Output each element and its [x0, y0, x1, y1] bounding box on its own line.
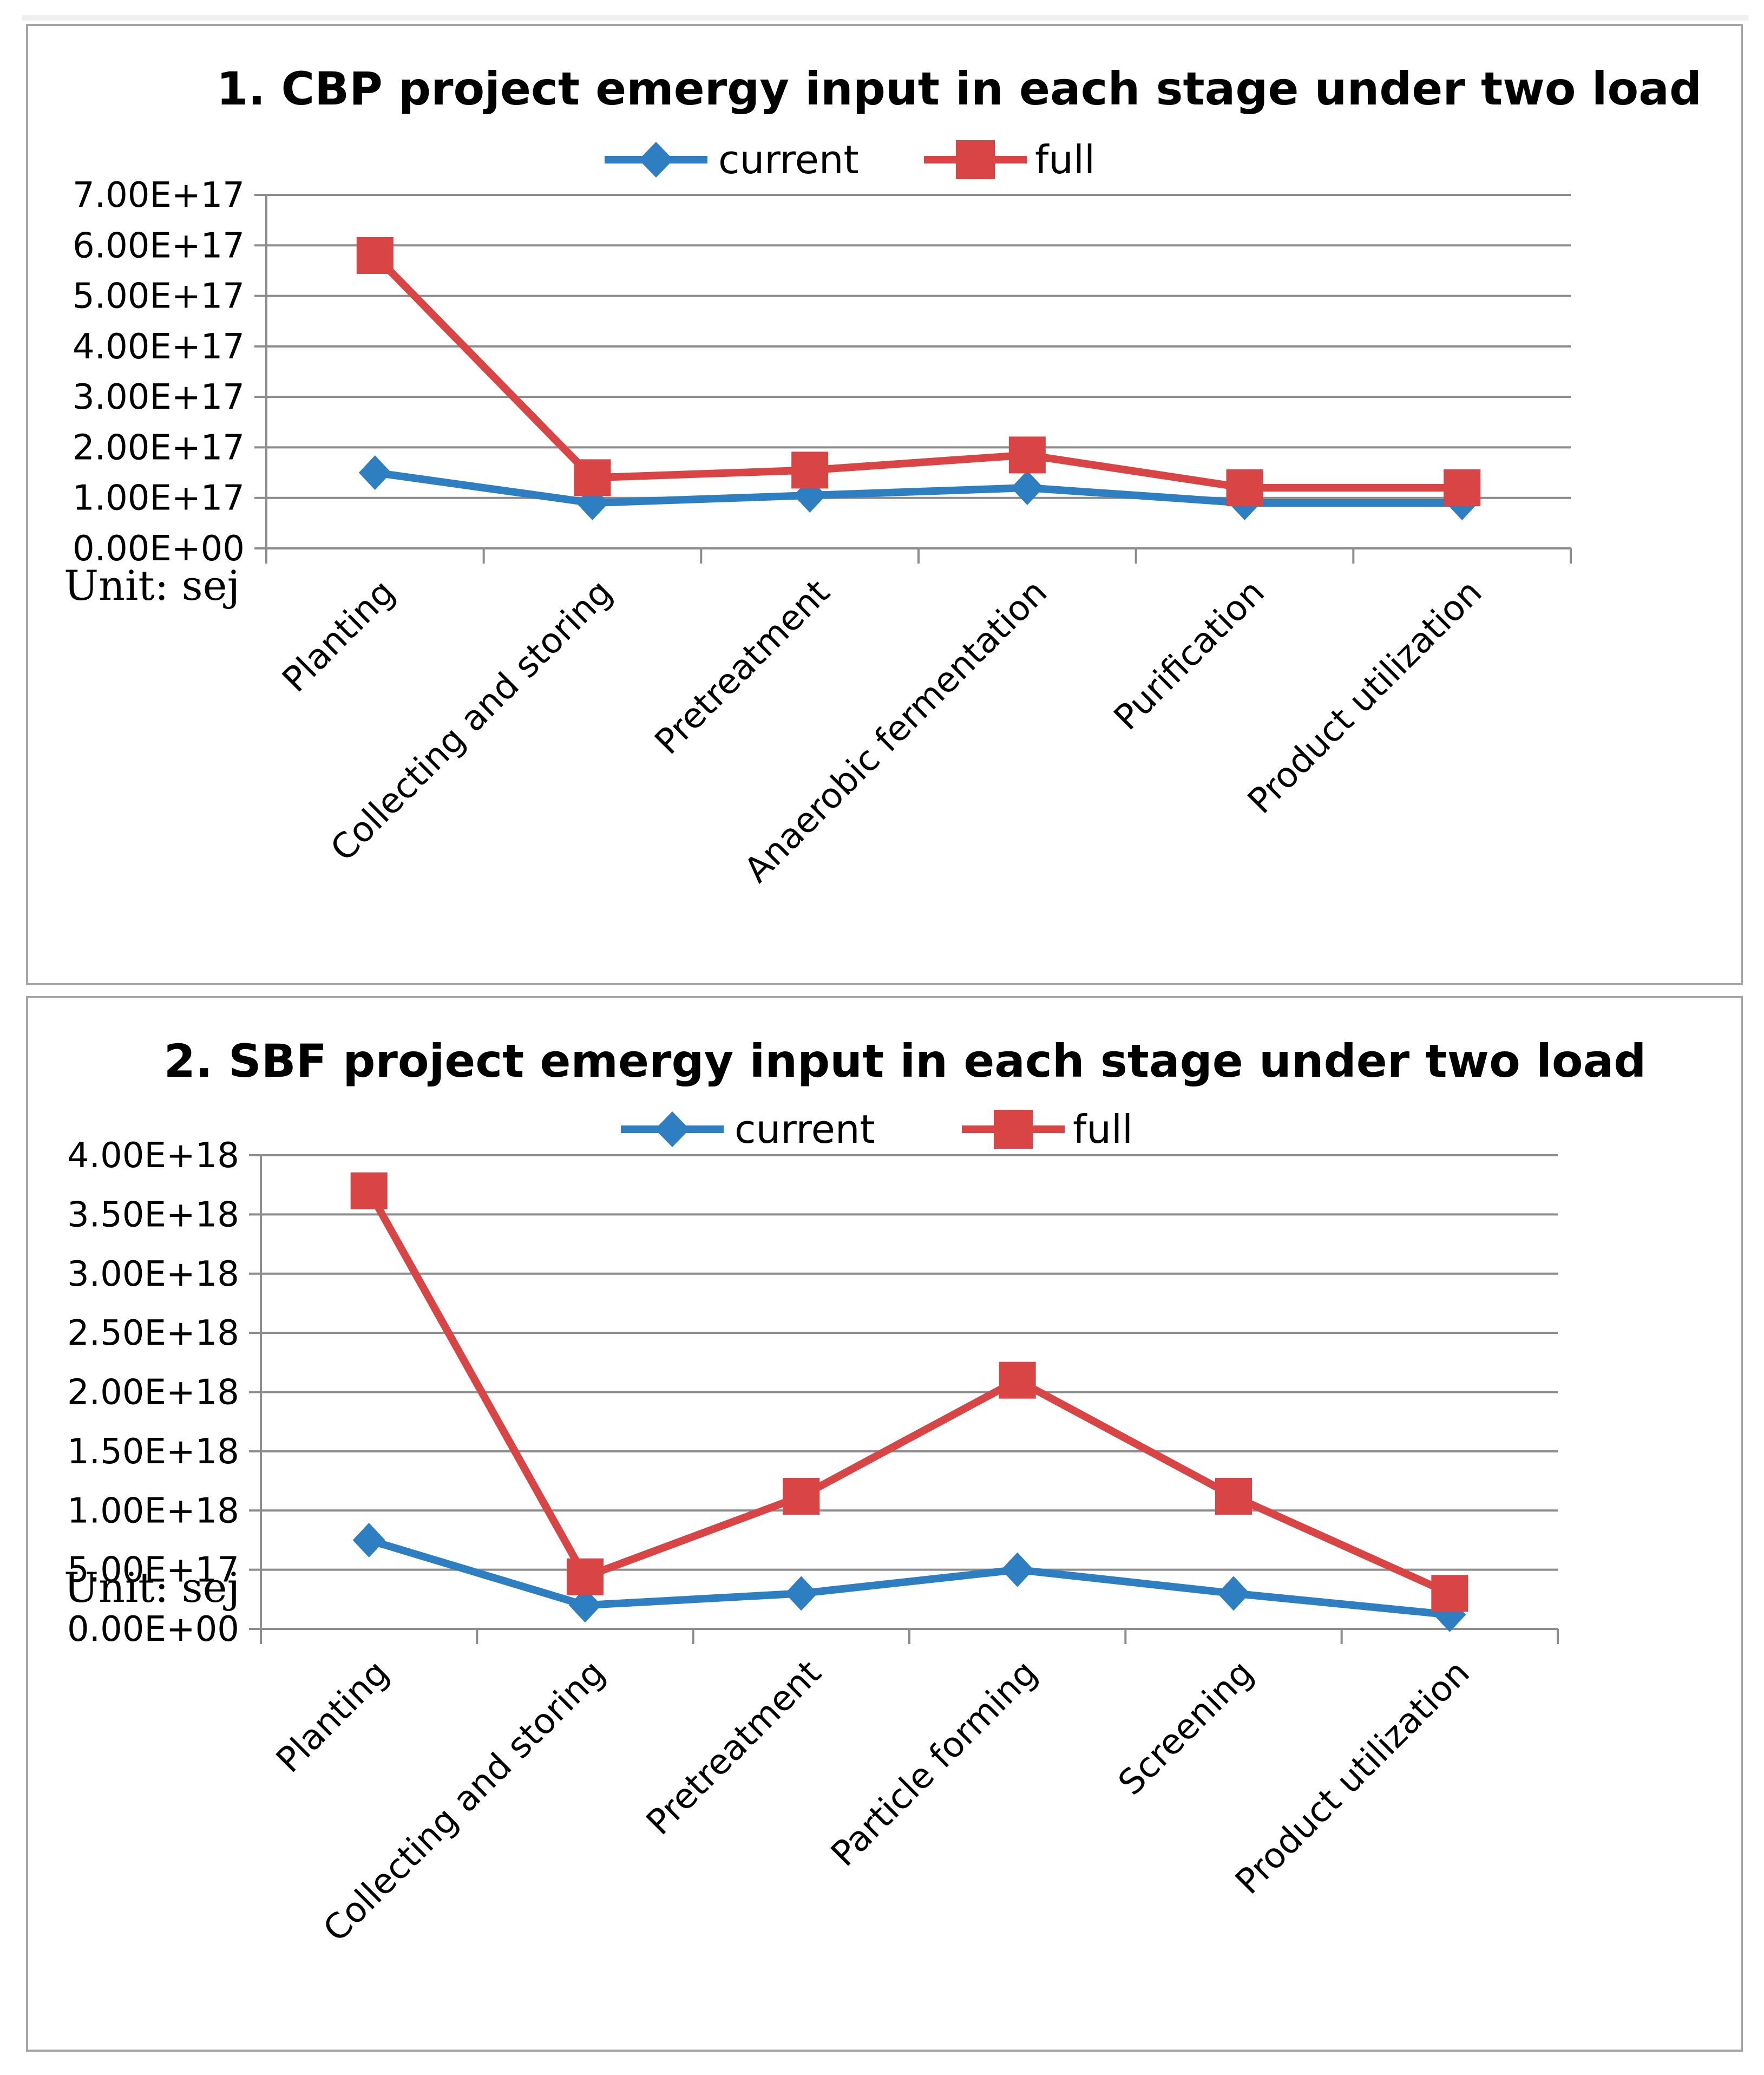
- y-tick-label: 7.00E+17: [73, 175, 245, 215]
- y-tick-label: 6.00E+17: [73, 226, 245, 266]
- y-tick-label: 2.50E+18: [67, 1313, 239, 1353]
- y-tick-label: 5.00E+17: [73, 277, 245, 317]
- chart-sbf: 2. SBF project emergy input in each stag…: [64, 1035, 1647, 1950]
- point-full: [999, 1361, 1036, 1399]
- chart-panel-cbp: 1. CBP project emergy input in each stag…: [26, 24, 1743, 985]
- point-full: [1008, 436, 1046, 474]
- point-full: [567, 1558, 604, 1595]
- legend-current-marker: [655, 1111, 690, 1147]
- y-tick-label: 3.00E+17: [73, 377, 245, 417]
- chart-title: 1. CBP project emergy input in each stag…: [217, 62, 1702, 115]
- series: [356, 237, 1481, 521]
- legend-full-label: full: [1073, 1107, 1133, 1152]
- x-tick-label: Pretreatment: [639, 1653, 829, 1843]
- y-tick-label: 5.00E+17: [67, 1550, 239, 1590]
- y-tick-label: 4.00E+17: [73, 327, 245, 367]
- gridlines: [261, 1154, 1558, 1571]
- series-line-full: [365, 1189, 1452, 1597]
- gridlines: [266, 194, 1571, 499]
- y-tick-label: 3.50E+18: [67, 1195, 239, 1235]
- point-full: [1431, 1575, 1468, 1612]
- point-current: [569, 1588, 601, 1623]
- legend-current-label: current: [718, 137, 859, 182]
- legend: current full: [621, 1107, 1133, 1152]
- series: [350, 1172, 1468, 1632]
- x-tick-label: Purification: [1106, 572, 1272, 738]
- point-full: [783, 1478, 820, 1515]
- chart-cbp: 1. CBP project emergy input in each stag…: [64, 62, 1702, 891]
- x-tick-label: Particle forming: [824, 1653, 1045, 1874]
- legend-full-marker: [956, 140, 995, 179]
- legend-current-label: current: [735, 1107, 875, 1152]
- point-current: [1001, 1552, 1034, 1587]
- series-line-current: [374, 469, 1463, 507]
- axes: [265, 195, 1572, 564]
- x-tick-label: Product utilization: [1228, 1653, 1478, 1902]
- y-tick-label: 0.00E+00: [67, 1609, 239, 1649]
- point-full: [350, 1172, 388, 1209]
- x-tick-label: Planting: [269, 1653, 397, 1781]
- series-line-current: [368, 1536, 1451, 1619]
- top-separator: [22, 15, 1748, 21]
- x-tick-label: Product utilization: [1241, 572, 1490, 822]
- point-full: [574, 459, 611, 496]
- unit-label: Unit: sej: [64, 561, 240, 610]
- point-full: [1215, 1478, 1252, 1515]
- axes: [260, 1155, 1559, 1644]
- unit-label: Unit: sej: [64, 1563, 240, 1612]
- y-axis-ticks: 0.00E+00 1.00E+17 2.00E+17 3.00E+17 4.00E+17…: [73, 175, 266, 569]
- point-full: [1444, 469, 1481, 507]
- y-tick-label: 2.00E+18: [67, 1373, 239, 1413]
- x-tick-label: Screening: [1111, 1653, 1261, 1803]
- legend: current full: [605, 137, 1095, 182]
- legend-full-label: full: [1035, 137, 1095, 182]
- y-tick-label: 1.00E+17: [73, 479, 245, 519]
- series-line-full: [372, 253, 1463, 492]
- y-tick-label: 4.00E+18: [67, 1136, 239, 1176]
- chart-title: 2. SBF project emergy input in each stag…: [164, 1035, 1647, 1088]
- y-tick-label: 0.00E+00: [73, 529, 245, 569]
- y-tick-label: 1.50E+18: [67, 1432, 239, 1472]
- y-tick-label: 3.00E+18: [67, 1254, 239, 1294]
- legend-full-marker: [994, 1110, 1033, 1149]
- point-full: [356, 237, 394, 274]
- point-current: [1011, 470, 1044, 506]
- point-current: [785, 1576, 818, 1611]
- point-current: [352, 1522, 385, 1557]
- y-tick-label: 2.00E+17: [73, 428, 245, 468]
- chart-panel-sbf: 2. SBF project emergy input in each stag…: [26, 996, 1743, 2052]
- point-full: [791, 451, 829, 489]
- point-full: [1226, 469, 1263, 507]
- point-current: [1217, 1576, 1250, 1611]
- y-axis-ticks: 0.00E+00 5.00E+17 1.00E+18 1.50E+18 2.00E+18…: [67, 1136, 261, 1649]
- legend-current-marker: [639, 142, 673, 178]
- x-tick-label: Planting: [275, 572, 403, 700]
- x-tick-label: Pretreatment: [647, 572, 837, 762]
- y-tick-label: 1.00E+18: [67, 1491, 239, 1531]
- point-current: [358, 455, 391, 490]
